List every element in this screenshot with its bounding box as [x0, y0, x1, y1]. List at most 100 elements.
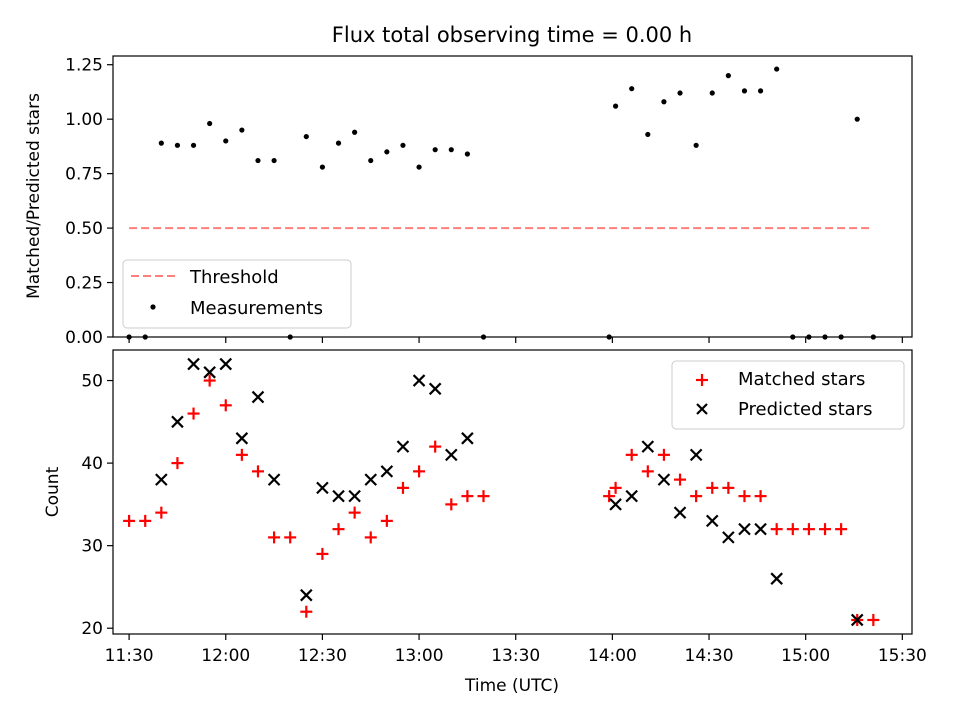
measurement-point — [207, 120, 213, 127]
x-tick-label: 12:00 — [201, 646, 250, 666]
x-tick-label: 13:30 — [491, 646, 540, 666]
predicted-star-point — [657, 473, 671, 486]
matched-star-point — [171, 457, 184, 470]
top-y-axis-label: Matched/Predicted stars — [24, 93, 44, 299]
legend-threshold-label: Threshold — [189, 267, 279, 288]
predicted-star-point — [235, 432, 249, 445]
matched-star-point — [235, 448, 248, 461]
x-tick-label: 14:00 — [588, 646, 637, 666]
matched-star-point — [219, 399, 232, 412]
matched-star-point — [625, 448, 638, 461]
matched-star-point — [770, 523, 783, 536]
legend-matched-label: Matched stars — [738, 369, 865, 390]
measurement-point — [677, 90, 683, 96]
predicted-star-point — [754, 522, 767, 536]
matched-star-point — [364, 531, 377, 544]
matched-star-point — [786, 523, 799, 536]
predicted-star-point — [689, 448, 703, 462]
matched-star-point — [268, 531, 281, 544]
top-y-tick-label: 0.50 — [65, 219, 103, 239]
matched-star-point — [802, 523, 815, 536]
measurement-point — [384, 149, 390, 155]
legend-measurements-swatch — [150, 304, 156, 310]
matched-star-point — [674, 473, 687, 486]
bottom-legend-box — [671, 360, 905, 430]
matched-star-point — [738, 490, 751, 503]
top-y-tick-label: 0.25 — [65, 274, 103, 294]
measurement-point — [709, 90, 715, 96]
bottom-y-tick-label: 40 — [81, 454, 103, 474]
bottom-y-tick-label: 20 — [81, 619, 103, 639]
bottom-plot-area — [123, 357, 880, 627]
predicted-star-point — [348, 489, 361, 503]
matched-star-point — [300, 605, 313, 618]
predicted-star-point — [673, 506, 687, 519]
measurement-point — [271, 157, 277, 164]
matched-star-point — [332, 523, 345, 536]
top-panel: Flux total observing time = 0.00 h 0.000… — [24, 23, 913, 348]
matched-star-point — [819, 523, 832, 536]
top-legend-box — [122, 259, 352, 329]
x-tick-label: 12:30 — [298, 646, 347, 666]
predicted-star-point — [722, 531, 735, 544]
predicted-star-point — [316, 481, 329, 495]
predicted-star-point — [641, 440, 655, 453]
predicted-star-point — [380, 465, 394, 478]
matched-star-point — [461, 490, 474, 503]
predicted-star-point — [445, 448, 458, 462]
top-legend: Threshold Measurements — [122, 259, 352, 329]
predicted-star-point — [705, 514, 719, 528]
matched-star-point — [657, 448, 670, 461]
x-tick-label: 15:00 — [781, 646, 830, 666]
x-tick-label: 11:30 — [105, 646, 154, 666]
matched-star-point — [187, 407, 200, 420]
legend-matched-swatch — [696, 374, 708, 386]
matched-star-point — [603, 490, 616, 503]
matched-star-point — [835, 523, 848, 536]
measurement-point — [464, 151, 470, 157]
predicted-star-point — [267, 473, 281, 486]
predicted-star-point — [428, 382, 442, 396]
predicted-star-point — [364, 473, 378, 486]
bottom-x-ticks: 11:30 12:00 12:30 13:00 13:30 14:00 14:30 15:00… — [105, 634, 927, 666]
matched-star-point — [139, 514, 152, 527]
legend-predicted-swatch — [696, 403, 708, 415]
predicted-star-point — [625, 489, 638, 503]
predicted-star-point — [155, 473, 168, 486]
chart-title: Flux total observing time = 0.00 h — [332, 23, 692, 47]
measurement-point — [741, 88, 748, 94]
measurement-point — [319, 164, 326, 170]
predicted-star-point — [187, 357, 200, 371]
matched-star-point — [690, 490, 703, 503]
top-y-tick-label: 0.75 — [65, 165, 103, 185]
predicted-star-point — [396, 440, 410, 453]
matched-star-point — [477, 490, 490, 503]
measurement-point — [400, 142, 406, 148]
predicted-star-point — [770, 572, 783, 585]
measurement-point — [416, 164, 422, 170]
predicted-star-point — [203, 366, 216, 379]
predicted-star-point — [219, 357, 233, 371]
matched-star-point — [284, 531, 297, 544]
x-tick-label: 15:30 — [878, 646, 927, 666]
bottom-y-axis-label: Count — [43, 466, 63, 517]
legend-measurements-label: Measurements — [190, 298, 323, 319]
measurement-point — [223, 138, 229, 144]
matched-star-point — [722, 481, 735, 494]
predicted-star-point — [251, 390, 265, 404]
predicted-star-point — [461, 432, 474, 445]
matched-star-point — [413, 465, 426, 478]
bottom-y-ticks: 20 30 40 50 — [81, 372, 113, 639]
measurement-point — [854, 116, 860, 122]
measurement-point — [774, 66, 780, 72]
top-plot-area — [126, 66, 876, 340]
matched-star-point — [123, 514, 136, 527]
predicted-star-point — [412, 374, 426, 387]
predicted-star-point — [738, 522, 751, 536]
predicted-star-point — [300, 588, 313, 602]
bottom-legend: Matched stars Predicted stars — [671, 360, 905, 430]
measurement-point — [629, 86, 635, 92]
top-axes-frame — [112, 55, 913, 338]
x-tick-label: 13:00 — [395, 646, 444, 666]
